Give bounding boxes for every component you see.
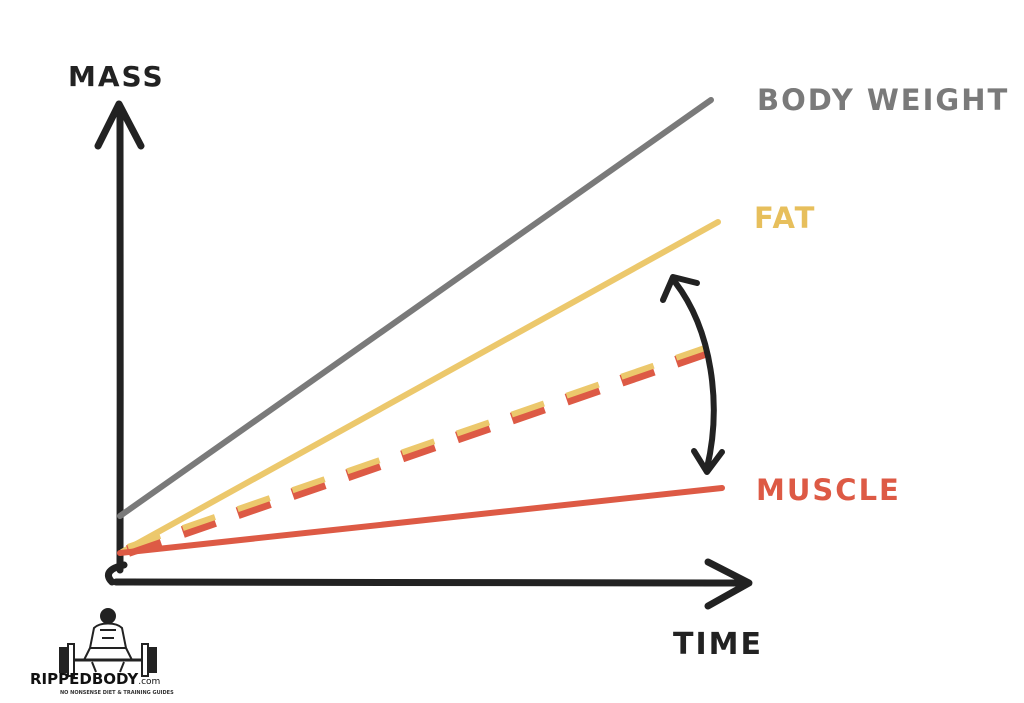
arrowhead-bottom: [691, 448, 725, 475]
body-weight-label: BODY WEIGHT: [757, 83, 1009, 117]
fat-label: FAT: [754, 201, 816, 235]
fat-muscle-dashed-line: [126, 337, 730, 557]
x-axis-arrowhead: [704, 558, 753, 610]
x-axis-label: TIME: [673, 627, 763, 662]
lifter-figure-icon: [59, 608, 157, 677]
curved-double-arrow: [660, 274, 725, 475]
y-axis-line: [116, 108, 124, 574]
x-axis-line: [112, 578, 749, 587]
body-weight-line: [117, 97, 714, 519]
fat-line: [119, 219, 721, 555]
logo-tagline: NO NONSENSE DIET & TRAINING GUIDES: [60, 690, 174, 696]
arrowhead-top: [660, 274, 700, 303]
logo-name-a: RIPPED: [30, 670, 92, 688]
y-axis-label: MASS: [68, 60, 165, 93]
muscle-line: [117, 485, 725, 556]
y-axis-arrowhead: [94, 100, 145, 150]
rippedbody-logo: RIPPEDBODY.com NO NONSENSE DIET & TRAINI…: [30, 608, 174, 696]
logo-domain: .com: [138, 677, 160, 687]
muscle-label: MUSCLE: [756, 473, 901, 507]
origin-hook: [105, 561, 128, 586]
logo-name-b: BODY: [92, 670, 140, 688]
svg-text:RIPPEDBODY.com: RIPPEDBODY.com: [30, 670, 160, 688]
axes: [94, 100, 753, 610]
